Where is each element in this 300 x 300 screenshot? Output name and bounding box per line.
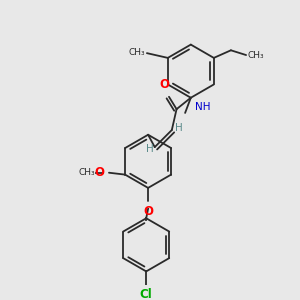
Text: NH: NH [195,102,210,112]
Text: CH₃: CH₃ [78,168,95,177]
Text: CH₃: CH₃ [128,48,145,57]
Text: H: H [175,123,182,133]
Text: H: H [146,144,154,154]
Text: Cl: Cl [140,287,153,300]
Text: O: O [94,166,104,179]
Text: O: O [143,205,153,218]
Text: CH₃: CH₃ [247,50,264,59]
Text: O: O [159,78,169,91]
